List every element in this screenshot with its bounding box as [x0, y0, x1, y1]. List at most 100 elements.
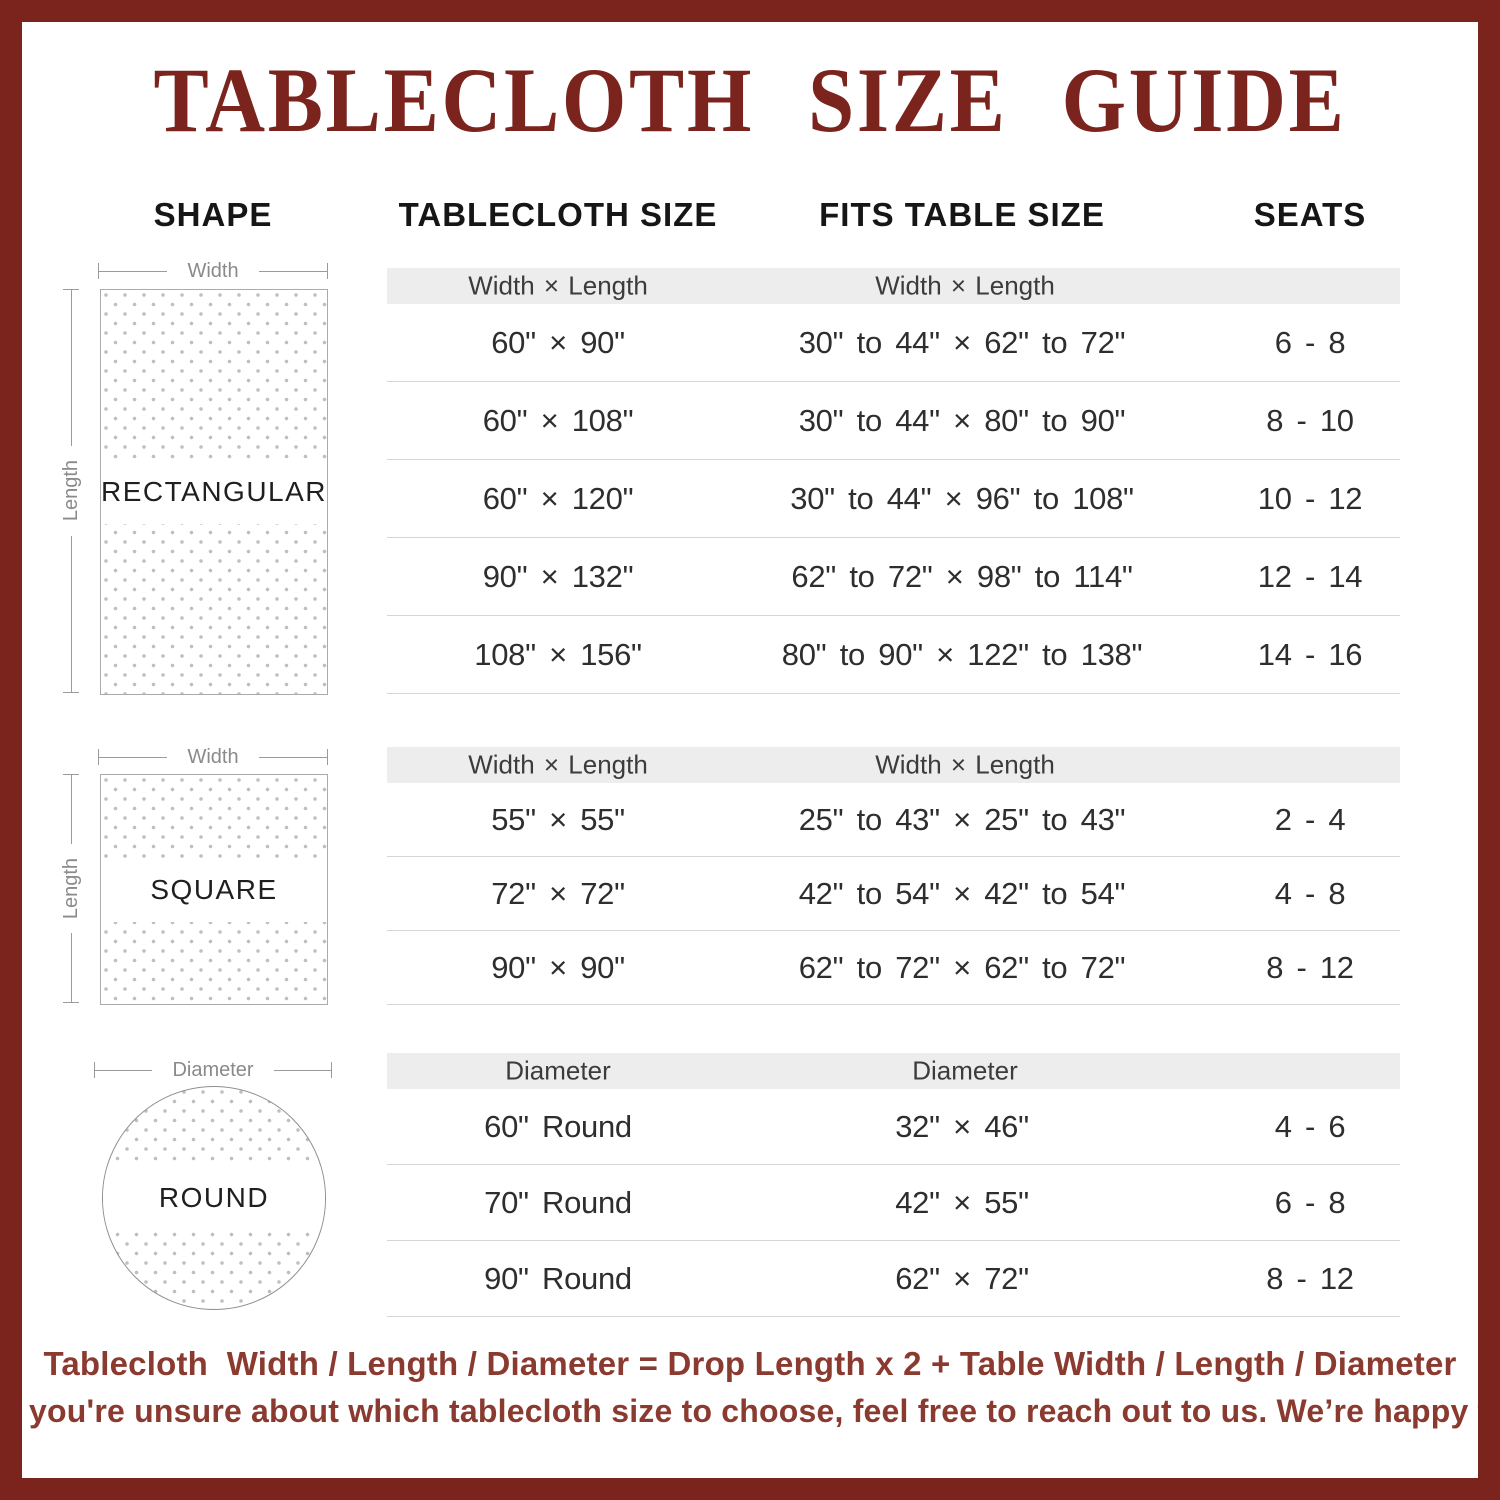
rectangular-length-dimension: Length — [58, 289, 84, 694]
tablecloth-size-value: 55" × 55" — [491, 801, 625, 837]
length-dimension-label: Length — [59, 857, 82, 920]
width-dimension-label: Width — [187, 745, 239, 768]
dimension-tick — [98, 749, 99, 765]
width-dimension-label: Width — [187, 259, 239, 282]
dimension-tick — [63, 1002, 79, 1004]
square-shape-diagram: SQUARE — [100, 774, 328, 1005]
table-row: 60" Round 32" × 46" 4 - 6 — [387, 1089, 1400, 1165]
dimension-tick — [98, 263, 99, 279]
square-width-dimension: Width — [98, 744, 328, 770]
fits-table-size-value: 42" × 55" — [895, 1184, 1029, 1220]
seats-value: 6 - 8 — [1274, 1184, 1346, 1220]
tablecloth-size-value: 60" × 108" — [482, 402, 634, 438]
fits-unit-header: Diameter — [912, 1055, 1018, 1086]
fits-unit-header: Width × Length — [875, 749, 1055, 780]
footer-help-text: If you're unsure about which tablecloth … — [0, 1393, 1500, 1429]
seats-value: 10 - 12 — [1257, 480, 1363, 516]
size-unit-header: Width × Length — [468, 749, 648, 780]
round-size-table: Diameter Diameter 60" Round 32" × 46" 4 … — [387, 1053, 1400, 1317]
dimension-tick — [327, 263, 328, 279]
table-row: 90" × 90" 62" to 72" × 62" to 72" 8 - 12 — [387, 931, 1400, 1005]
tablecloth-size-value: 70" Round — [484, 1184, 632, 1220]
dimension-line — [99, 756, 168, 758]
seats-value: 2 - 4 — [1274, 801, 1346, 837]
fits-table-size-value: 80" to 90" × 122" to 138" — [781, 636, 1143, 672]
fits-table-size-value: 32" × 46" — [895, 1108, 1029, 1144]
fits-table-size-value: 62" × 72" — [895, 1260, 1029, 1296]
square-size-table: Width × Length Width × Length 55" × 55" … — [387, 747, 1400, 1005]
dimension-line — [95, 1069, 153, 1071]
round-shape-label: ROUND — [103, 1166, 325, 1230]
page-title: TABLECLOTH SIZE GUIDE — [153, 49, 1347, 151]
dimension-tick — [331, 1062, 333, 1078]
dimension-tick — [327, 749, 328, 765]
dimension-tick — [63, 692, 79, 694]
column-header-seats: SEATS — [1253, 196, 1367, 233]
seats-value: 8 - 12 — [1266, 949, 1354, 985]
table-row: 60" × 108" 30" to 44" × 80" to 90" 8 - 1… — [387, 382, 1400, 460]
tablecloth-size-value: 90" × 90" — [491, 949, 625, 985]
tablecloth-size-value: 60" Round — [484, 1108, 632, 1144]
fits-table-size-value: 25" to 43" × 25" to 43" — [798, 801, 1126, 837]
table-row: 70" Round 42" × 55" 6 - 8 — [387, 1165, 1400, 1241]
seats-value: 12 - 14 — [1257, 558, 1363, 594]
seats-value: 6 - 8 — [1274, 324, 1346, 360]
fits-unit-header: Width × Length — [875, 270, 1055, 301]
diameter-dimension-label: Diameter — [172, 1058, 254, 1081]
table-row: 60" × 90" 30" to 44" × 62" to 72" 6 - 8 — [387, 304, 1400, 382]
tablecloth-size-value: 90" × 132" — [482, 558, 634, 594]
footer-formula-text: Tablecloth Width / Length / Diameter = D… — [43, 1345, 1457, 1382]
dimension-line — [70, 290, 72, 447]
rectangular-size-table: Width × Length Width × Length 60" × 90" … — [387, 268, 1400, 694]
table-row: 108" × 156" 80" to 90" × 122" to 138" 14… — [387, 616, 1400, 694]
table-row: 60" × 120" 30" to 44" × 96" to 108" 10 -… — [387, 460, 1400, 538]
rectangular-shape-diagram: RECTANGULAR — [100, 289, 328, 695]
table-row: 90" × 132" 62" to 72" × 98" to 114" 12 -… — [387, 538, 1400, 616]
tablecloth-size-value: 60" × 90" — [491, 324, 625, 360]
length-dimension-label: Length — [59, 460, 82, 522]
fits-table-size-value: 30" to 44" × 80" to 90" — [798, 402, 1126, 438]
tablecloth-size-value: 72" × 72" — [491, 875, 625, 911]
size-unit-header: Diameter — [505, 1055, 611, 1086]
dimension-line — [70, 535, 72, 693]
dimension-tick — [63, 774, 79, 775]
fits-table-size-value: 42" to 54" × 42" to 54" — [798, 875, 1126, 911]
dimension-line — [70, 775, 72, 844]
dimension-line — [70, 933, 72, 1003]
seats-value: 8 - 10 — [1266, 402, 1354, 438]
square-shape-label: SQUARE — [101, 857, 327, 922]
square-header-bar: Width × Length Width × Length — [387, 747, 1400, 783]
rectangular-header-bar: Width × Length Width × Length — [387, 268, 1400, 304]
column-header-fits-table-size: FITS TABLE SIZE — [819, 196, 1105, 233]
fits-table-size-value: 30" to 44" × 96" to 108" — [790, 480, 1134, 516]
rectangular-width-dimension: Width — [98, 258, 328, 284]
fits-table-size-value: 62" to 72" × 98" to 114" — [791, 558, 1133, 594]
seats-value: 8 - 12 — [1266, 1260, 1354, 1296]
column-header-shape: SHAPE — [153, 196, 273, 233]
dimension-line — [258, 756, 327, 758]
seats-value: 4 - 8 — [1274, 875, 1346, 911]
fits-table-size-value: 30" to 44" × 62" to 72" — [798, 324, 1126, 360]
round-diameter-dimension: Diameter — [94, 1057, 333, 1083]
fits-table-size-value: 62" to 72" × 62" to 72" — [798, 949, 1126, 985]
dimension-tick — [63, 289, 79, 290]
square-length-dimension: Length — [58, 774, 84, 1004]
table-row: 72" × 72" 42" to 54" × 42" to 54" 4 - 8 — [387, 857, 1400, 931]
dimension-tick — [94, 1062, 95, 1078]
table-row: 90" Round 62" × 72" 8 - 12 — [387, 1241, 1400, 1317]
seats-value: 4 - 6 — [1274, 1108, 1346, 1144]
round-shape-diagram: ROUND — [102, 1086, 326, 1310]
table-row: 55" × 55" 25" to 43" × 25" to 43" 2 - 4 — [387, 783, 1400, 857]
rectangular-shape-label: RECTANGULAR — [101, 460, 327, 524]
dimension-line — [258, 270, 327, 272]
tablecloth-size-value: 90" Round — [484, 1260, 632, 1296]
seats-value: 14 - 16 — [1257, 636, 1363, 672]
round-header-bar: Diameter Diameter — [387, 1053, 1400, 1089]
tablecloth-size-value: 60" × 120" — [482, 480, 634, 516]
tablecloth-size-value: 108" × 156" — [474, 636, 642, 672]
column-header-tablecloth-size: TABLECLOTH SIZE — [398, 196, 718, 233]
size-unit-header: Width × Length — [468, 270, 648, 301]
dimension-line — [273, 1069, 332, 1071]
dimension-line — [99, 270, 168, 272]
